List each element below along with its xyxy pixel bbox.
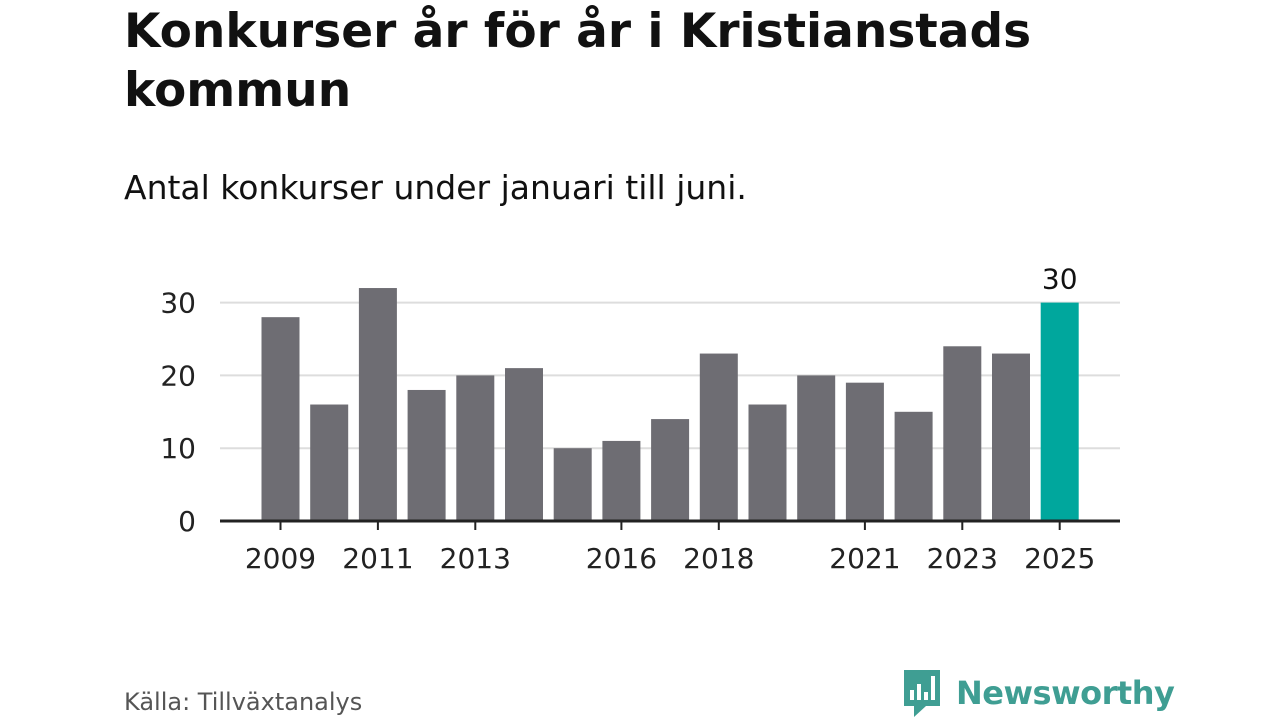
- bar-2009: [261, 317, 300, 521]
- bar-2013: [456, 375, 495, 521]
- bar-2015: [553, 448, 592, 521]
- x-tick-label: 2018: [683, 542, 754, 575]
- x-tick-label: 2023: [927, 542, 998, 575]
- x-tick-label: 2013: [440, 542, 511, 575]
- x-tick-label: 2021: [829, 542, 900, 575]
- bar-2010: [310, 404, 349, 521]
- bar-2011: [358, 288, 397, 521]
- bar-2016: [602, 440, 641, 521]
- bar-2024: [992, 353, 1030, 521]
- bar-2021: [845, 382, 884, 521]
- bar-2018: [699, 353, 738, 521]
- y-tick-label: 10: [160, 432, 196, 465]
- bar-2025: [1040, 302, 1079, 521]
- bar-2022: [894, 411, 933, 521]
- chart-subtitle: Antal konkurser under januari till juni.: [124, 168, 747, 207]
- y-tick-label: 20: [160, 359, 196, 392]
- y-tick-label: 0: [178, 505, 196, 538]
- x-tick-label: 2025: [1024, 542, 1095, 575]
- bar-2023: [943, 346, 982, 521]
- brand-logo: Newsworthy: [902, 668, 1175, 718]
- bar-2019: [748, 404, 787, 521]
- source-note: Källa: Tillväxtanalys: [124, 688, 363, 716]
- newsworthy-logo-icon: [904, 670, 940, 717]
- x-tick-label: 2016: [586, 542, 657, 575]
- bar-2012: [407, 389, 446, 521]
- bar-chart: 0 10 20 30 2009 2011 2013 2016 2018 2021 2023 2025 3…: [160, 263, 1120, 575]
- bar-2020: [797, 375, 836, 521]
- data-label: 30: [1042, 263, 1078, 296]
- bar-2017: [651, 419, 690, 521]
- brand-name: Newsworthy: [956, 674, 1175, 712]
- y-tick-label: 30: [160, 287, 196, 320]
- chart-title: Konkurser år för år i Kristianstads komm…: [124, 4, 1032, 118]
- x-tick-label: 2009: [245, 542, 316, 575]
- bar-2014: [505, 368, 543, 521]
- x-tick-label: 2011: [342, 542, 413, 575]
